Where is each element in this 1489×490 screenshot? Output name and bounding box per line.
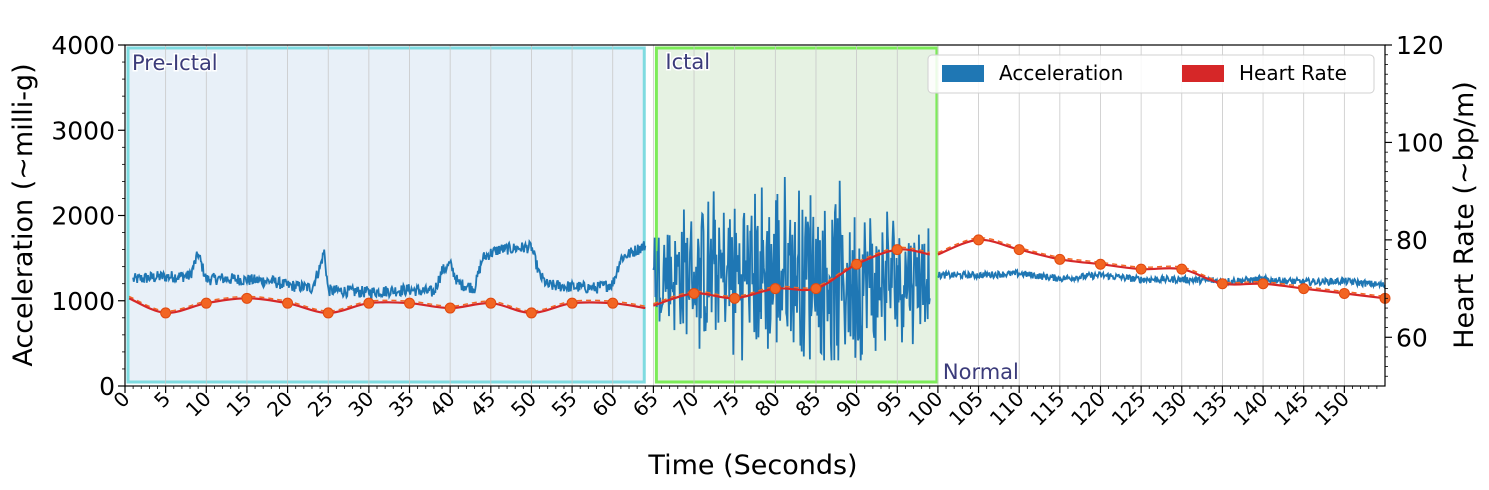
legend-label-0: Acceleration (999, 61, 1123, 85)
heart-rate-point-70 (688, 287, 700, 299)
y-left-tick-label-3000: 3000 (51, 116, 115, 145)
heart-rate-point-45 (485, 297, 497, 309)
heart-rate-point-110 (1013, 244, 1025, 256)
x-tick-label-35: 35 (384, 387, 419, 422)
heart-rate-point-60 (607, 297, 619, 309)
x-tick-label-115: 115 (1025, 387, 1069, 431)
y-left-tick-label-2000: 2000 (51, 202, 115, 231)
acceleration-line-0 (132, 238, 647, 300)
heart-rate-trend-2 (937, 237, 1386, 298)
heart-rate-point-130 (1176, 263, 1188, 275)
x-tick-label-5: 5 (149, 387, 175, 413)
y-left-tick-label-1000: 1000 (51, 287, 115, 316)
heart-rate-point-135 (1216, 278, 1228, 290)
x-tick-label-90: 90 (831, 387, 866, 422)
legend-box (927, 54, 1375, 94)
legend-swatch-1 (1182, 65, 1224, 82)
y-left-tick-label-0: 0 (99, 372, 115, 401)
x-tick-label-85: 85 (791, 387, 826, 422)
x-tick-label-65: 65 (628, 387, 663, 422)
heart-rate-point-25 (322, 307, 334, 319)
heart-rate-point-15 (241, 292, 253, 304)
heart-rate-point-120 (1094, 258, 1106, 270)
legend-swatch-0 (942, 65, 984, 82)
region-0 (126, 46, 646, 384)
heart-rate-point-125 (1135, 263, 1147, 275)
y-right-tick-label-100: 100 (1396, 128, 1444, 157)
x-tick-label-55: 55 (547, 387, 582, 422)
heart-rate-point-10 (200, 297, 212, 309)
heart-rate-point-95 (891, 244, 903, 256)
heart-rate-series (128, 234, 1391, 319)
heart-rate-point-5 (160, 307, 172, 319)
region-label-0: Pre-Ictal (132, 51, 218, 75)
x-tick-label-40: 40 (425, 387, 460, 422)
heart-rate-point-150 (1338, 287, 1350, 299)
x-tick-label-80: 80 (750, 387, 785, 422)
y-right-tick-label-120: 120 (1396, 31, 1444, 60)
heart-rate-point-115 (1054, 253, 1066, 265)
x-tick-label-150: 150 (1310, 387, 1354, 431)
heart-rate-point-85 (810, 283, 822, 295)
x-tick-label-50: 50 (506, 387, 541, 422)
x-tick-label-110: 110 (985, 387, 1029, 431)
y-right-axis-title: Heart Rate (~bp/m) (1449, 81, 1480, 349)
x-tick-label-15: 15 (222, 387, 257, 422)
heart-rate-point-35 (404, 297, 416, 309)
x-tick-label-20: 20 (262, 387, 297, 422)
heart-rate-point-55 (566, 297, 578, 309)
x-axis-title: Time (Seconds) (647, 450, 857, 481)
x-tick-label-10: 10 (181, 387, 216, 422)
acceleration-line-2 (937, 268, 1386, 290)
x-tick-label-125: 125 (1107, 387, 1151, 431)
y-right-tick-label-60: 60 (1396, 323, 1428, 352)
x-tick-label-25: 25 (303, 387, 338, 422)
heart-rate-line-2 (937, 238, 1386, 300)
heart-rate-point-80 (769, 283, 781, 295)
y-right-tick-label-80: 80 (1396, 226, 1428, 255)
x-tick-label-70: 70 (669, 387, 704, 422)
x-tick-label-120: 120 (1066, 387, 1110, 431)
region-label-2: Normal (943, 360, 1019, 384)
x-tick-label-30: 30 (343, 387, 378, 422)
heart-rate-point-75 (729, 292, 741, 304)
region-1 (654, 46, 939, 384)
x-tick-label-95: 95 (872, 387, 907, 422)
x-tick-label-135: 135 (1188, 387, 1232, 431)
x-tick-label-60: 60 (587, 387, 622, 422)
legend-label-1: Heart Rate (1239, 61, 1347, 85)
heart-rate-point-50 (525, 307, 537, 319)
heart-rate-point-140 (1257, 278, 1269, 290)
y-left-axis-title: Acceleration (~milli-g) (8, 63, 39, 366)
x-tick-label-130: 130 (1147, 387, 1191, 431)
y-left-tick-label-4000: 4000 (51, 31, 115, 60)
regions-layer (126, 46, 939, 384)
legend: Acceleration Heart Rate (927, 54, 1375, 94)
x-tick-label-75: 75 (709, 387, 744, 422)
grid-layer (124, 45, 1345, 386)
heart-rate-point-40 (444, 302, 456, 314)
x-tick-label-100: 100 (903, 387, 947, 431)
x-tick-label-105: 105 (944, 387, 988, 431)
heart-rate-point-90 (851, 258, 863, 270)
heart-rate-point-30 (363, 297, 375, 309)
heart-rate-point-20 (282, 297, 294, 309)
x-tick-label-45: 45 (465, 387, 500, 422)
heart-rate-point-145 (1298, 283, 1310, 295)
heart-rate-point-105 (973, 234, 985, 246)
region-labels: Pre-Ictal Ictal Normal (131, 49, 1021, 386)
region-label-1: Ictal (665, 50, 710, 74)
x-tick-label-140: 140 (1229, 387, 1273, 431)
x-tick-label-145: 145 (1269, 387, 1313, 431)
